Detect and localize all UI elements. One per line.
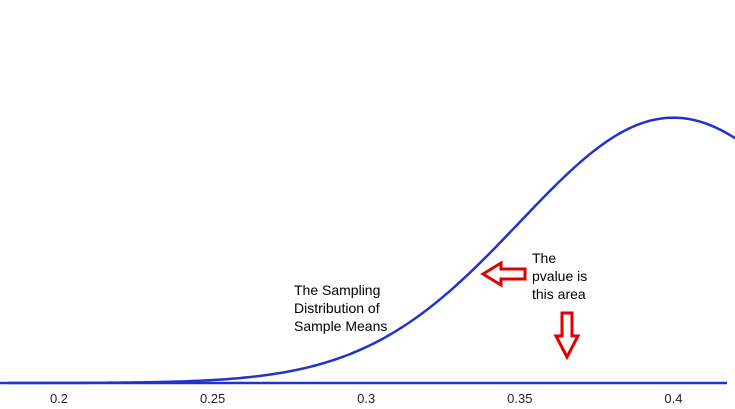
x-tick-labels: 0.20.250.30.350.40.450.50.550.6 <box>50 391 682 406</box>
pvalue-label-line-3: this area <box>532 286 586 302</box>
sampling-distribution-label-line-2: Distribution of <box>294 300 380 316</box>
x-tick-label: 0.25 <box>200 391 225 406</box>
sampling-distribution-label: The Sampling Distribution of Sample Mean… <box>294 282 387 334</box>
x-tick-label: 0.3 <box>357 391 375 406</box>
down-arrow-icon <box>553 311 581 361</box>
normal-density-curve <box>0 116 735 385</box>
sampling-distribution-label-line-1: The Sampling <box>294 282 380 298</box>
pvalue-label: The pvalue is this area <box>532 250 591 302</box>
x-tick-label: 0.4 <box>664 391 682 406</box>
distribution-curve-layer <box>0 116 735 385</box>
x-tick-label: 0.2 <box>50 391 68 406</box>
sampling-distribution-label-line-3: Sample Means <box>294 318 387 334</box>
x-tick-label: 0.35 <box>507 391 532 406</box>
pvalue-label-line-1: The <box>532 250 556 266</box>
left-arrow-icon <box>480 260 527 288</box>
pvalue-label-line-2: pvalue is <box>532 268 587 284</box>
